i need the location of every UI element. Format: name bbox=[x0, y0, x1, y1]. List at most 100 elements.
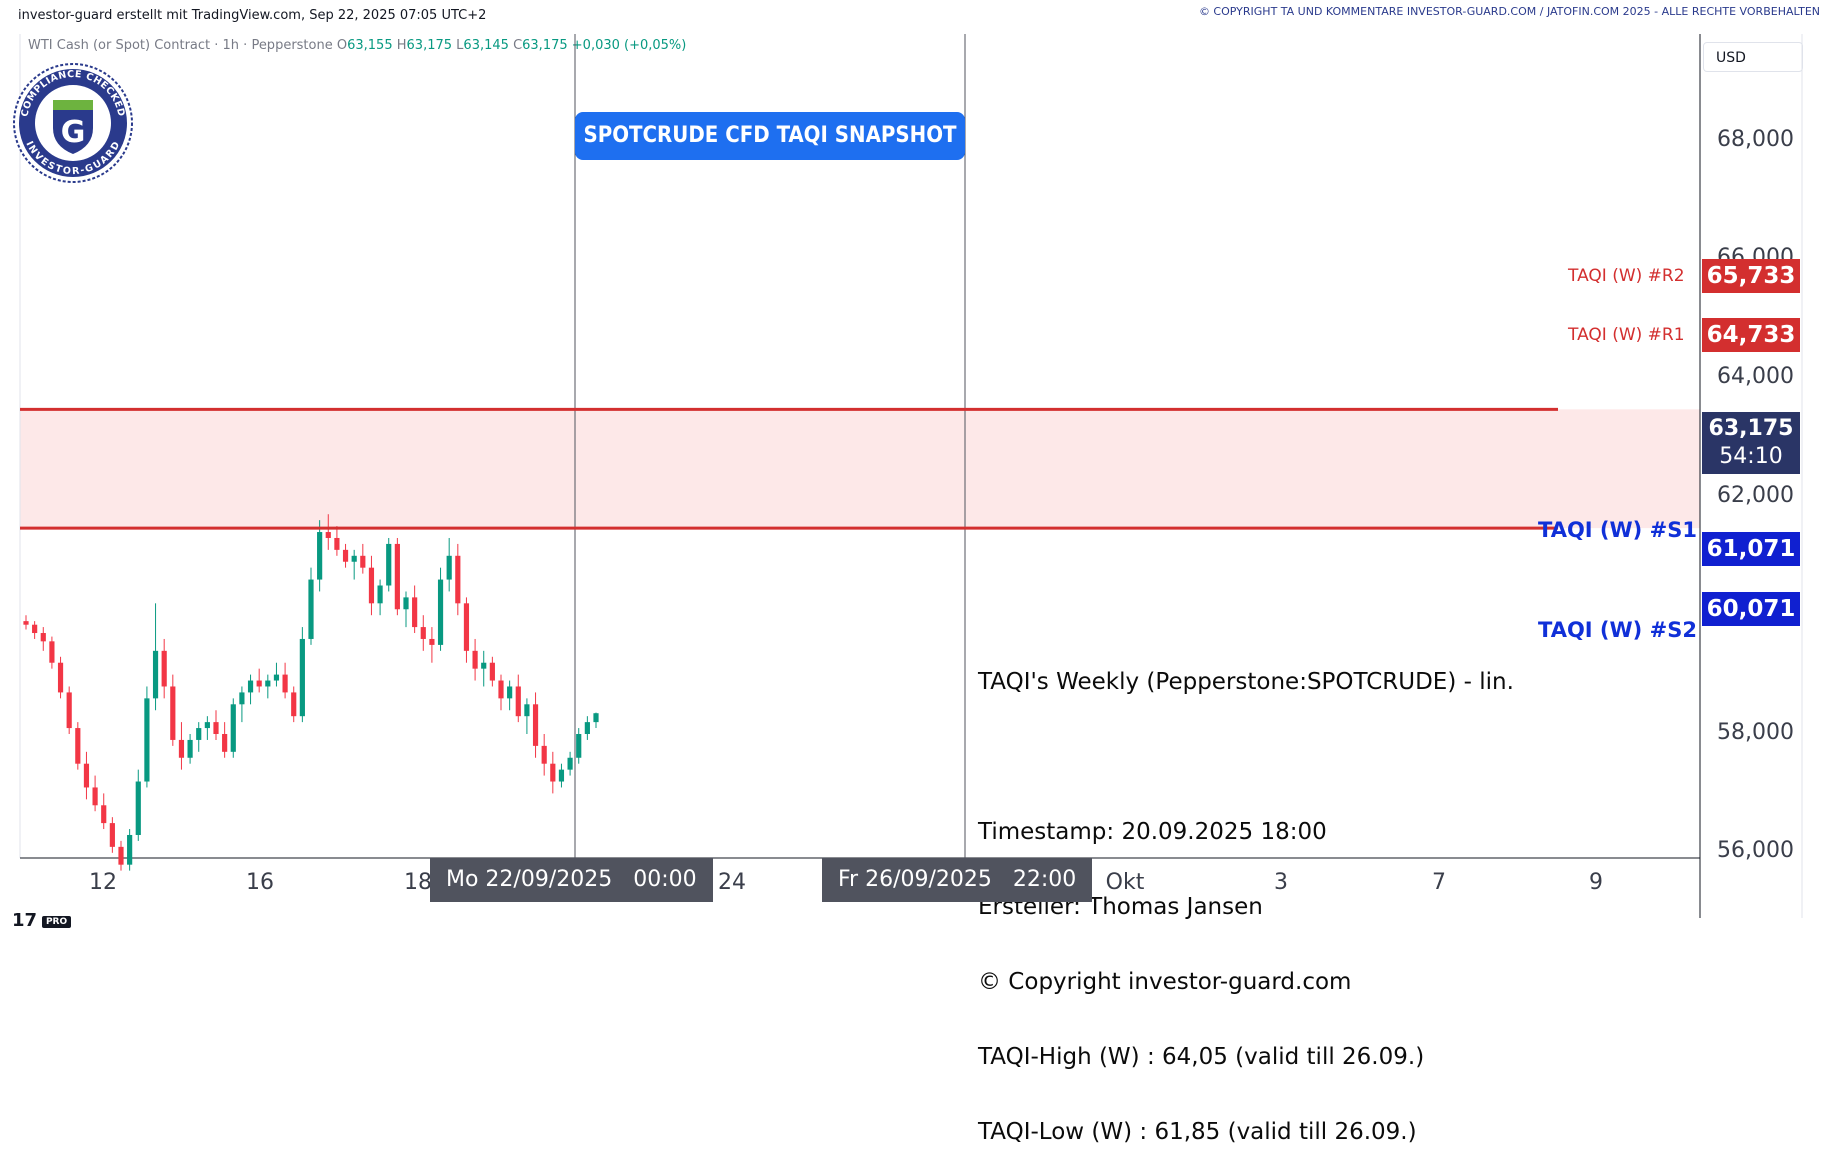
candle-body-52 bbox=[472, 650, 478, 669]
close-label: C bbox=[513, 38, 523, 53]
candle-body-12 bbox=[127, 834, 133, 865]
x-tick-9: 9 bbox=[1589, 870, 1603, 895]
candle-56 bbox=[507, 680, 513, 711]
candle-body-9 bbox=[101, 805, 107, 824]
candle-body-28 bbox=[265, 680, 271, 687]
candle-body-61 bbox=[550, 763, 556, 782]
candle-44 bbox=[403, 591, 409, 628]
candle-17 bbox=[170, 674, 176, 746]
candle-body-15 bbox=[152, 650, 159, 699]
y-tick-62000: 62,000 bbox=[1717, 483, 1794, 508]
compliance-badge: G COMPLIANCE CHECKED INVESTOR-GUARD bbox=[12, 62, 134, 184]
symbol-name: WTI Cash (or Spot) Contract · 1h · Peppe… bbox=[28, 38, 333, 53]
candle-body-42 bbox=[386, 543, 392, 586]
candle-body-10 bbox=[109, 823, 115, 847]
candle-38 bbox=[351, 549, 357, 580]
candle-39 bbox=[360, 543, 366, 574]
candle-body-31 bbox=[291, 692, 297, 717]
candle-body-32 bbox=[299, 638, 305, 717]
info-line-3: Timestamp: 20.09.2025 18:00 bbox=[978, 819, 1327, 845]
candle-body-56 bbox=[507, 686, 513, 699]
candle-24 bbox=[230, 698, 236, 758]
candle-body-25 bbox=[239, 692, 245, 705]
candle-3 bbox=[49, 636, 55, 669]
candle-body-0 bbox=[23, 621, 29, 625]
x-tick-3: 3 bbox=[1274, 870, 1288, 895]
r2-label: TAQI (W) #R2 bbox=[1568, 266, 1685, 286]
x-highlight-end: Fr 26/09/2025 22:00 bbox=[822, 858, 1093, 902]
candle-55 bbox=[498, 674, 504, 711]
candle-5 bbox=[66, 686, 72, 734]
candle-65 bbox=[584, 716, 590, 740]
candle-body-14 bbox=[144, 698, 150, 782]
candle-61 bbox=[550, 751, 556, 794]
price-chart[interactable] bbox=[0, 0, 1828, 937]
candle-body-39 bbox=[360, 555, 366, 568]
candle-29 bbox=[273, 662, 280, 687]
candle-body-34 bbox=[317, 532, 323, 580]
candle-body-51 bbox=[463, 603, 470, 651]
copyright-notice: © COPYRIGHT TA UND KOMMENTARE INVESTOR-G… bbox=[1198, 5, 1820, 18]
candle-36 bbox=[334, 526, 340, 556]
candle-37 bbox=[342, 543, 349, 568]
candle-58 bbox=[524, 698, 530, 734]
y-tick-58000: 58,000 bbox=[1717, 720, 1794, 745]
candle-52 bbox=[472, 638, 478, 681]
x-tick-12: 12 bbox=[89, 870, 117, 895]
info-line-1: TAQI's Weekly (Pepperstone:SPOTCRUDE) - … bbox=[978, 669, 1514, 695]
candle-60 bbox=[541, 734, 547, 776]
y-tick-68000: 68,000 bbox=[1717, 127, 1794, 152]
low-value: 63,145 bbox=[463, 38, 509, 53]
resistance-zone bbox=[20, 409, 1700, 529]
s1-price-tag: 61,071 bbox=[1702, 532, 1800, 566]
candle-27 bbox=[256, 668, 262, 693]
candle-body-44 bbox=[403, 597, 409, 610]
candle-4 bbox=[57, 656, 64, 699]
candle-body-1 bbox=[32, 624, 38, 634]
candle-33 bbox=[308, 567, 314, 645]
candle-body-43 bbox=[394, 543, 400, 610]
candle-body-2 bbox=[40, 633, 46, 642]
candle-body-11 bbox=[118, 846, 124, 865]
x-tick-okt: Okt bbox=[1105, 870, 1145, 895]
candle-body-16 bbox=[161, 650, 167, 687]
candle-43 bbox=[394, 537, 400, 616]
candles-group bbox=[23, 514, 599, 871]
symbol-legend: WTI Cash (or Spot) Contract · 1h · Peppe… bbox=[28, 38, 686, 53]
chart-title-box: SPOTCRUDE CFD TAQI SNAPSHOT bbox=[575, 112, 965, 160]
candle-42 bbox=[386, 537, 392, 592]
info-line-6: TAQI-High (W) : 64,05 (valid till 26.09.… bbox=[978, 1044, 1425, 1070]
candle-40 bbox=[368, 555, 375, 616]
candle-body-13 bbox=[135, 781, 141, 835]
candle-body-53 bbox=[481, 662, 487, 669]
candle-54 bbox=[489, 656, 495, 687]
candle-16 bbox=[161, 638, 167, 699]
candle-66 bbox=[593, 712, 599, 729]
candle-50 bbox=[455, 543, 461, 616]
candle-body-24 bbox=[230, 704, 236, 752]
candle-1 bbox=[32, 621, 38, 639]
candle-body-55 bbox=[498, 680, 504, 699]
x-tick-7: 7 bbox=[1432, 870, 1446, 895]
candle-body-46 bbox=[420, 627, 426, 639]
close-value: 63,175 bbox=[522, 38, 568, 53]
candle-0 bbox=[23, 615, 29, 630]
s1-label: TAQI (W) #S1 bbox=[1538, 518, 1697, 542]
currency-button[interactable]: USD bbox=[1703, 42, 1803, 72]
candle-body-47 bbox=[429, 638, 435, 645]
candle-45 bbox=[412, 585, 418, 634]
candle-2 bbox=[40, 627, 46, 651]
candle-body-40 bbox=[368, 567, 375, 604]
candle-body-48 bbox=[437, 579, 444, 645]
y-tick-64000: 64,000 bbox=[1717, 364, 1794, 389]
candle-41 bbox=[377, 579, 383, 616]
change-value: +0,030 (+0,05%) bbox=[571, 38, 687, 53]
candle-body-54 bbox=[489, 662, 495, 681]
x-tick-24: 24 bbox=[718, 870, 746, 895]
candle-body-58 bbox=[524, 704, 530, 717]
candle-35 bbox=[325, 514, 331, 550]
candle-63 bbox=[567, 751, 573, 776]
info-line-7: TAQI-Low (W) : 61,85 (valid till 26.09.) bbox=[978, 1119, 1417, 1145]
candle-46 bbox=[420, 615, 426, 651]
candle-body-6 bbox=[75, 728, 81, 764]
